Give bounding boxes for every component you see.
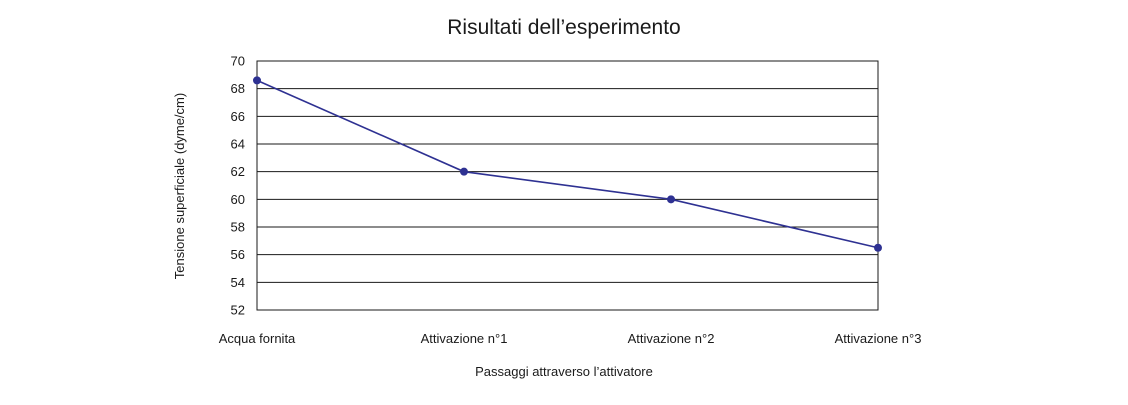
- y-tick-label: 62: [231, 164, 245, 179]
- data-point: [253, 76, 261, 85]
- gridlines: [257, 88, 878, 283]
- y-tick-label: 58: [231, 220, 245, 235]
- data-point: [667, 195, 675, 204]
- y-tick-label: 70: [231, 54, 245, 69]
- x-tick-label: Attivazione n°1: [421, 331, 508, 346]
- data-point: [874, 243, 882, 252]
- y-tick-label: 68: [231, 81, 245, 96]
- x-axis-label: Passaggi attraverso l’attivatore: [475, 364, 653, 379]
- y-tick-label: 66: [231, 109, 245, 124]
- y-tick-label: 60: [231, 192, 245, 207]
- x-axis-ticks: Acqua fornita Attivazione n°1 Attivazione …: [219, 331, 922, 346]
- x-tick-label: Acqua fornita: [219, 331, 296, 346]
- x-tick-label: Attivazione n°2: [628, 331, 715, 346]
- series-line: [256, 79, 879, 249]
- data-point: [460, 167, 468, 176]
- plot-area-frame: [256, 60, 879, 311]
- y-axis-label: Tensione superficiale (dyme/cm): [172, 93, 187, 279]
- y-tick-label: 56: [231, 247, 245, 262]
- y-tick-label: 52: [231, 303, 245, 318]
- y-tick-label: 54: [231, 275, 245, 290]
- x-tick-label: Attivazione n°3: [835, 331, 922, 346]
- chart-title: Risultati dell’esperimento: [447, 16, 680, 39]
- y-axis-ticks: 52 54 56 58 60 62 64 66 68 70: [231, 54, 245, 318]
- series-layer: [253, 76, 882, 252]
- y-tick-label: 64: [231, 137, 245, 152]
